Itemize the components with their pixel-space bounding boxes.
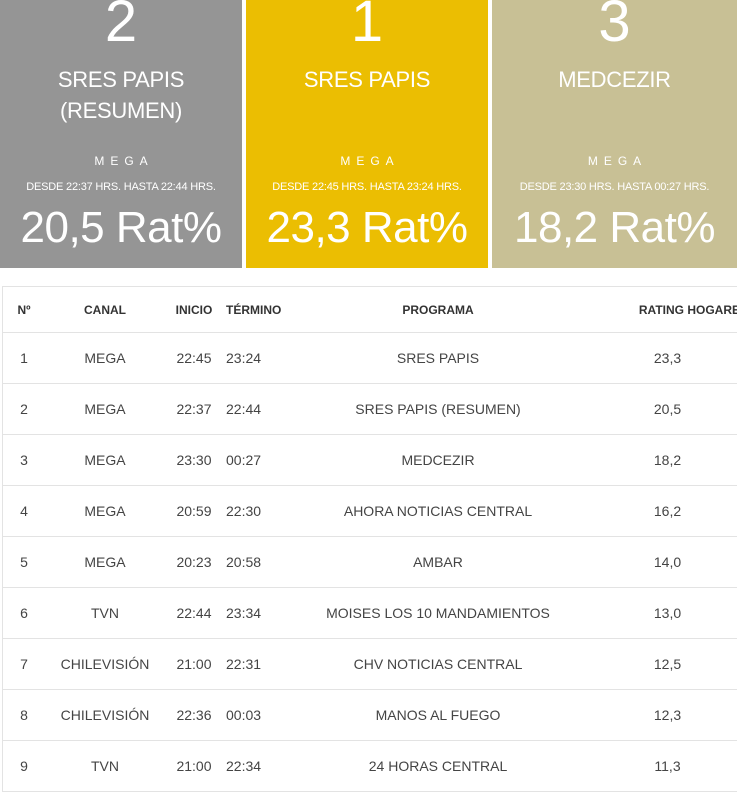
cell-channel: MEGA xyxy=(45,384,165,435)
cell-end: 22:44 xyxy=(220,384,289,435)
card-rank: 3 xyxy=(492,0,737,52)
card-program-line2: (RESUMEN) xyxy=(0,95,242,126)
ratings-table-container: Nº CANAL INICIO TÉRMINO PROGRAMA RATING … xyxy=(2,286,734,792)
cell-rating: 16,2 xyxy=(587,486,737,537)
cell-program: SRES PAPIS xyxy=(289,333,587,384)
cell-program: MEDCEZIR xyxy=(289,435,587,486)
cell-channel: CHILEVISIÓN xyxy=(45,690,165,741)
header-rating: RATING HOGARES xyxy=(587,287,737,333)
cell-start: 21:00 xyxy=(165,741,220,792)
cell-rating: 18,2 xyxy=(587,435,737,486)
cell-start: 20:23 xyxy=(165,537,220,588)
cell-channel: MEGA xyxy=(45,537,165,588)
cell-rating: 13,0 xyxy=(587,588,737,639)
card-program-title: MEDCEZIR xyxy=(492,64,737,95)
cell-end: 22:31 xyxy=(220,639,289,690)
card-time-range: DESDE 22:37 HRS. HASTA 22:44 HRS. xyxy=(0,181,242,193)
cell-number: 1 xyxy=(3,333,46,384)
card-time-range: DESDE 23:30 HRS. HASTA 00:27 HRS. xyxy=(492,181,737,193)
cell-program: 24 HORAS CENTRAL xyxy=(289,741,587,792)
card-rating: 23,3 Rat% xyxy=(246,202,488,254)
cell-end: 23:24 xyxy=(220,333,289,384)
cell-start: 23:30 xyxy=(165,435,220,486)
cell-rating: 20,5 xyxy=(587,384,737,435)
card-rank: 1 xyxy=(246,0,488,52)
cell-channel: TVN xyxy=(45,588,165,639)
card-program-line1: MEDCEZIR xyxy=(492,64,737,95)
cell-start: 20:59 xyxy=(165,486,220,537)
top-ranking-cards: 2 SRES PAPIS (RESUMEN) MEGA DESDE 22:37 … xyxy=(0,0,737,268)
cell-number: 9 xyxy=(3,741,46,792)
header-start: INICIO xyxy=(165,287,220,333)
cell-rating: 11,3 xyxy=(587,741,737,792)
cell-end: 22:30 xyxy=(220,486,289,537)
cell-program: AHORA NOTICIAS CENTRAL xyxy=(289,486,587,537)
card-rating: 20,5 Rat% xyxy=(0,202,242,254)
card-channel: MEGA xyxy=(0,154,242,168)
cell-end: 20:58 xyxy=(220,537,289,588)
ranking-card-second: 2 SRES PAPIS (RESUMEN) MEGA DESDE 22:37 … xyxy=(0,0,242,268)
header-end: TÉRMINO xyxy=(220,287,289,333)
cell-number: 7 xyxy=(3,639,46,690)
cell-channel: CHILEVISIÓN xyxy=(45,639,165,690)
header-channel: CANAL xyxy=(45,287,165,333)
cell-end: 00:27 xyxy=(220,435,289,486)
cell-channel: MEGA xyxy=(45,486,165,537)
cell-number: 8 xyxy=(3,690,46,741)
card-program-line1: SRES PAPIS xyxy=(0,64,242,95)
cell-number: 2 xyxy=(3,384,46,435)
cell-rating: 23,3 xyxy=(587,333,737,384)
cell-start: 22:44 xyxy=(165,588,220,639)
cell-number: 3 xyxy=(3,435,46,486)
card-time-range: DESDE 22:45 HRS. HASTA 23:24 HRS. xyxy=(246,181,488,193)
cell-program: MANOS AL FUEGO xyxy=(289,690,587,741)
cell-start: 22:45 xyxy=(165,333,220,384)
cell-end: 23:34 xyxy=(220,588,289,639)
card-program-title: SRES PAPIS (RESUMEN) xyxy=(0,64,242,126)
ranking-card-third: 3 MEDCEZIR MEGA DESDE 23:30 HRS. HASTA 0… xyxy=(492,0,737,268)
table-header-row: Nº CANAL INICIO TÉRMINO PROGRAMA RATING … xyxy=(3,287,737,333)
cell-program: AMBAR xyxy=(289,537,587,588)
cell-start: 22:36 xyxy=(165,690,220,741)
cell-number: 5 xyxy=(3,537,46,588)
cell-start: 22:37 xyxy=(165,384,220,435)
cell-program: SRES PAPIS (RESUMEN) xyxy=(289,384,587,435)
cell-end: 22:34 xyxy=(220,741,289,792)
header-number: Nº xyxy=(3,287,46,333)
header-program: PROGRAMA xyxy=(289,287,587,333)
cell-program: CHV NOTICIAS CENTRAL xyxy=(289,639,587,690)
card-program-line1: SRES PAPIS xyxy=(246,64,488,95)
cell-channel: MEGA xyxy=(45,435,165,486)
ratings-table: Nº CANAL INICIO TÉRMINO PROGRAMA RATING … xyxy=(2,286,737,792)
cell-program: MOISES LOS 10 MANDAMIENTOS xyxy=(289,588,587,639)
card-channel: MEGA xyxy=(246,154,488,168)
ranking-card-first: 1 SRES PAPIS MEGA DESDE 22:45 HRS. HASTA… xyxy=(246,0,488,268)
card-program-title: SRES PAPIS xyxy=(246,64,488,95)
cell-channel: MEGA xyxy=(45,333,165,384)
cell-rating: 12,3 xyxy=(587,690,737,741)
cell-end: 00:03 xyxy=(220,690,289,741)
cell-channel: TVN xyxy=(45,741,165,792)
card-channel: MEGA xyxy=(492,154,737,168)
cell-rating: 12,5 xyxy=(587,639,737,690)
cell-rating: 14,0 xyxy=(587,537,737,588)
cell-number: 6 xyxy=(3,588,46,639)
cell-start: 21:00 xyxy=(165,639,220,690)
cell-number: 4 xyxy=(3,486,46,537)
card-rating: 18,2 Rat% xyxy=(492,202,737,254)
card-rank: 2 xyxy=(0,0,242,52)
